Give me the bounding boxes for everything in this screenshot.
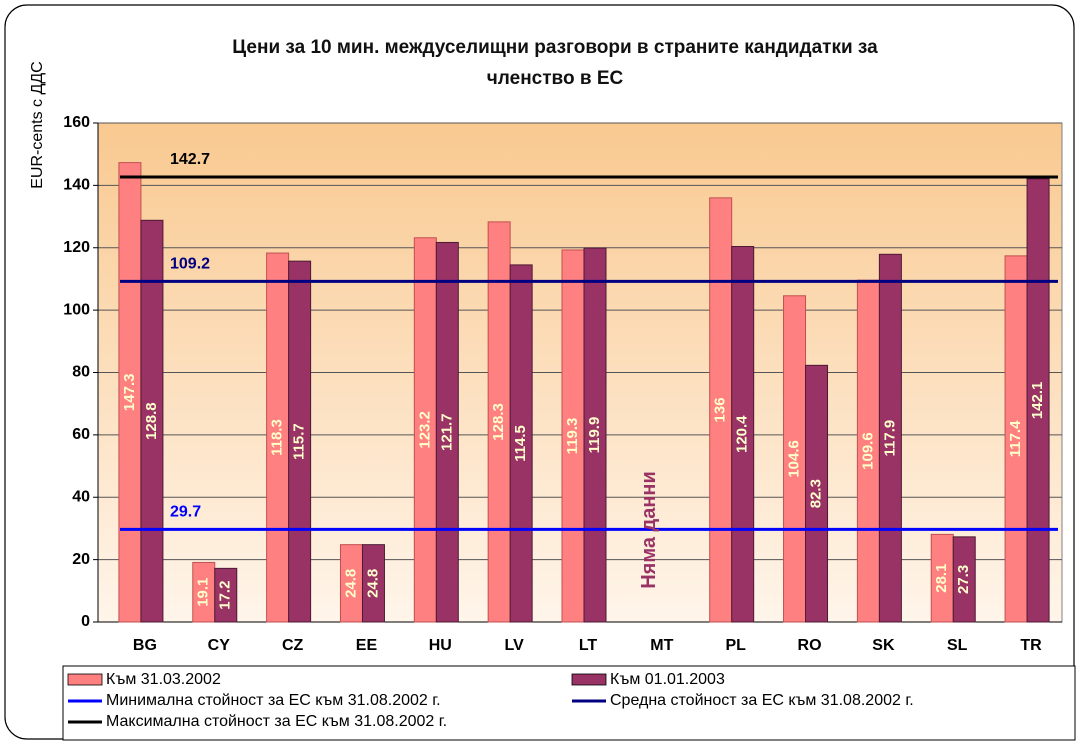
reference-label: 109.2 — [170, 256, 210, 273]
data-label: 24.8 — [364, 569, 381, 598]
legend-swatch — [67, 673, 103, 686]
x-tick-label: CY — [208, 637, 231, 654]
y-tick-label: 100 — [63, 301, 90, 318]
y-tick-label: 120 — [63, 239, 90, 256]
legend-label: Минимална стойност за ЕС към 31.08.2002 … — [106, 692, 441, 709]
bar — [952, 536, 976, 623]
y-tick-label: 60 — [72, 426, 90, 443]
x-tick-label: CZ — [282, 637, 304, 654]
bar — [361, 544, 385, 623]
data-label: 82.3 — [808, 479, 825, 508]
reference-label: 142.7 — [170, 151, 210, 168]
x-tick-label: EE — [356, 637, 378, 654]
data-label: 27.3 — [955, 565, 972, 594]
data-label: 114.5 — [512, 425, 529, 462]
y-tick-label: 0 — [81, 613, 90, 630]
x-tick-label: RO — [798, 637, 822, 654]
y-axis-label: EUR-cents с ДДС — [29, 61, 46, 188]
x-tick-label: MT — [650, 637, 673, 654]
data-label: 17.2 — [217, 581, 234, 610]
data-label: 121.7 — [438, 413, 455, 451]
bar — [435, 241, 459, 623]
bar — [1026, 178, 1050, 623]
data-label: 117.4 — [1007, 420, 1024, 457]
x-tick-label: PL — [725, 637, 746, 654]
bar — [288, 260, 312, 623]
legend-label: Средна стойност за ЕС към 31.08.2002 г. — [610, 692, 914, 709]
data-label: 118.3 — [269, 419, 286, 456]
data-label: 24.8 — [342, 569, 359, 598]
data-label: 115.7 — [291, 423, 308, 460]
data-label: 119.3 — [564, 418, 581, 455]
y-tick-label: 160 — [63, 114, 90, 131]
y-tick-label: 140 — [63, 177, 90, 194]
x-tick-label: SL — [947, 637, 968, 654]
legend-swatch — [571, 673, 607, 686]
legend-label: Към 31.03.2002 — [106, 671, 221, 688]
legend-label: Към 01.01.2003 — [610, 671, 725, 688]
data-label: 28.1 — [933, 564, 950, 593]
legend — [62, 665, 1076, 741]
data-label: 119.9 — [586, 417, 603, 454]
chart-title: членство в ЕС — [487, 68, 624, 89]
x-tick-label: LV — [505, 637, 525, 654]
data-label: 128.8 — [143, 402, 160, 440]
data-label: 109.6 — [859, 432, 876, 470]
data-label: 19.1 — [195, 578, 212, 607]
data-label: 128.3 — [490, 403, 507, 441]
legend-label: Максимална стойност за ЕС към 31.08.2002… — [106, 713, 447, 730]
x-tick-label: HU — [429, 637, 452, 654]
y-tick-label: 20 — [72, 551, 90, 568]
data-label: 123.2 — [416, 411, 433, 449]
data-label: 117.9 — [881, 420, 898, 457]
y-tick-label: 40 — [72, 488, 90, 505]
chart-title: Цени за 10 мин. междуселищни разговори в… — [232, 37, 878, 58]
data-label: 120.4 — [734, 415, 751, 453]
x-tick-label: BG — [133, 637, 157, 654]
x-tick-label: LT — [579, 637, 598, 654]
data-label: 136 — [712, 397, 729, 422]
data-label: 142.1 — [1029, 382, 1046, 420]
x-tick-label: TR — [1020, 637, 1042, 654]
bar — [140, 219, 164, 623]
reference-label: 29.7 — [170, 504, 201, 521]
data-label: 104.6 — [786, 440, 803, 478]
annotation: Няма данни — [638, 471, 660, 589]
x-tick-label: SK — [872, 637, 895, 654]
bar — [805, 364, 829, 623]
y-tick-label: 80 — [72, 364, 90, 381]
data-label: 147.3 — [121, 374, 138, 412]
bar — [509, 264, 533, 623]
bar — [214, 567, 238, 623]
